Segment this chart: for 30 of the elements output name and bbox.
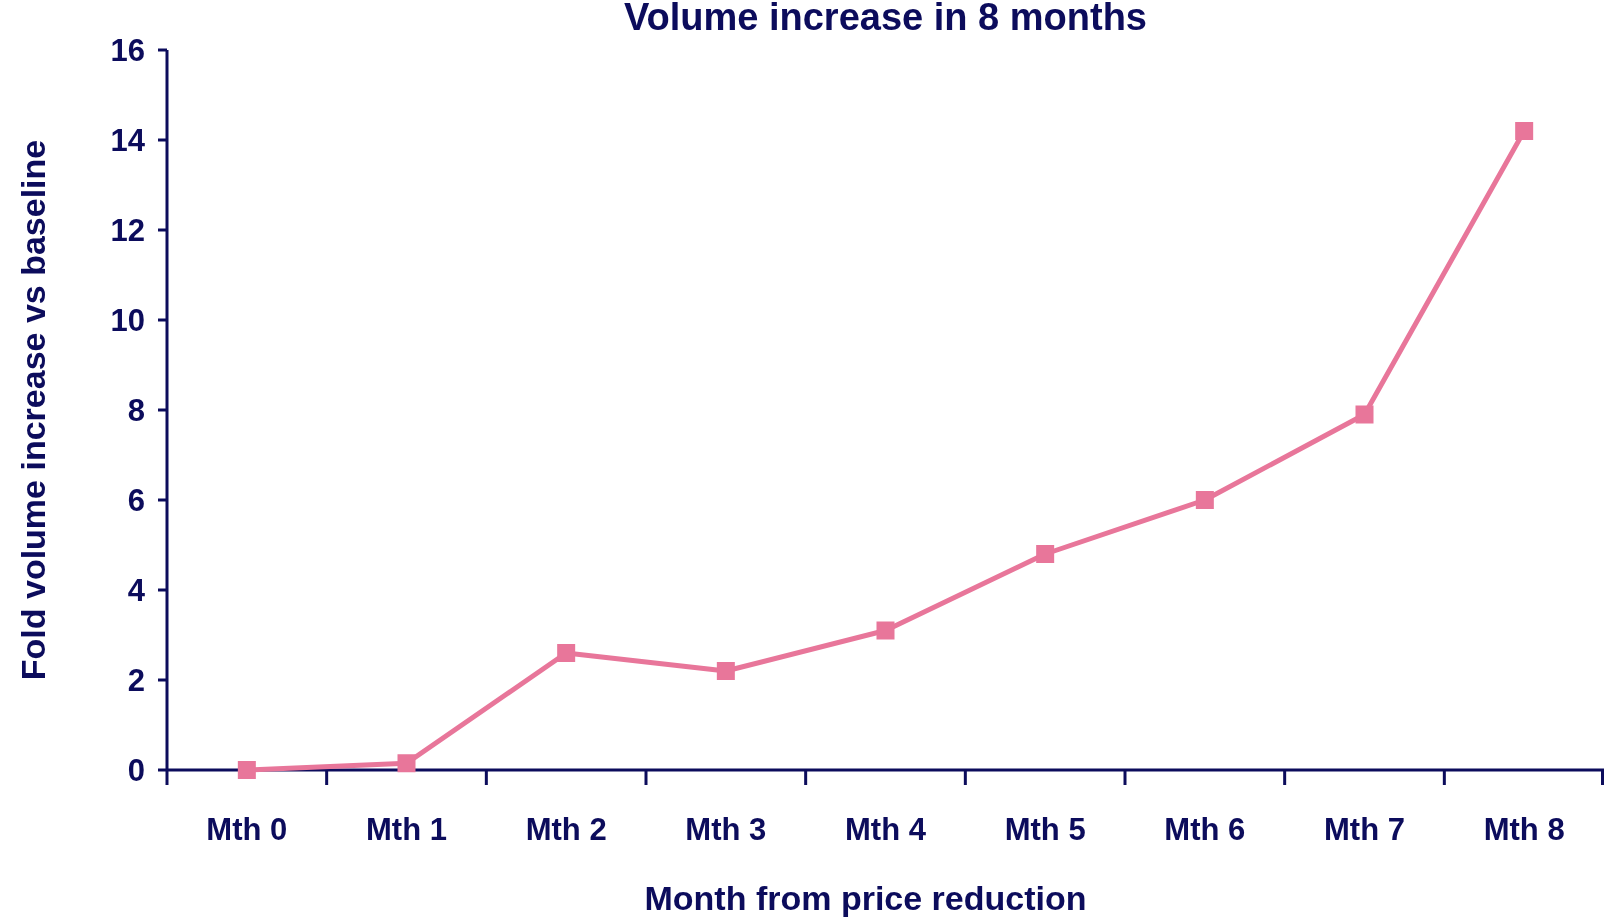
point <box>557 644 576 662</box>
point <box>237 761 256 779</box>
x-axis-title: Month from price reduction <box>644 879 1087 917</box>
x-tick-label: Mth 1 <box>366 812 447 847</box>
x-tick-label: Mth 7 <box>1324 812 1405 847</box>
x-tick-label: Mth 0 <box>206 812 288 847</box>
x-tick-label: Mth 8 <box>1483 812 1565 847</box>
y-tick-label: 0 <box>127 753 145 788</box>
x-tick-label: Mth 6 <box>1164 812 1246 847</box>
chart-title: Volume increase in 8 months <box>623 0 1148 38</box>
point <box>1515 122 1534 140</box>
y-tick-label: 4 <box>127 573 146 608</box>
x-tick-label: Mth 4 <box>845 812 927 847</box>
y-axis-title: Fold volume increase vs baseline <box>14 139 52 681</box>
point <box>876 621 895 640</box>
point <box>1355 405 1374 424</box>
point <box>397 754 416 773</box>
y-tick-label: 8 <box>127 393 145 428</box>
x-tick-label: Mth 5 <box>1004 812 1086 847</box>
x-tick-label: Mth 2 <box>525 812 607 847</box>
y-tick-label: 12 <box>110 213 145 248</box>
point <box>1036 545 1055 563</box>
y-tick-label: 14 <box>110 123 146 158</box>
y-tick-label: 2 <box>127 663 145 698</box>
x-tick-label: Mth 3 <box>685 812 767 847</box>
y-tick-label: 10 <box>110 303 145 338</box>
point <box>1195 491 1214 509</box>
point <box>716 662 735 680</box>
y-tick-label: 16 <box>110 33 145 68</box>
y-tick-label: 6 <box>127 483 145 518</box>
